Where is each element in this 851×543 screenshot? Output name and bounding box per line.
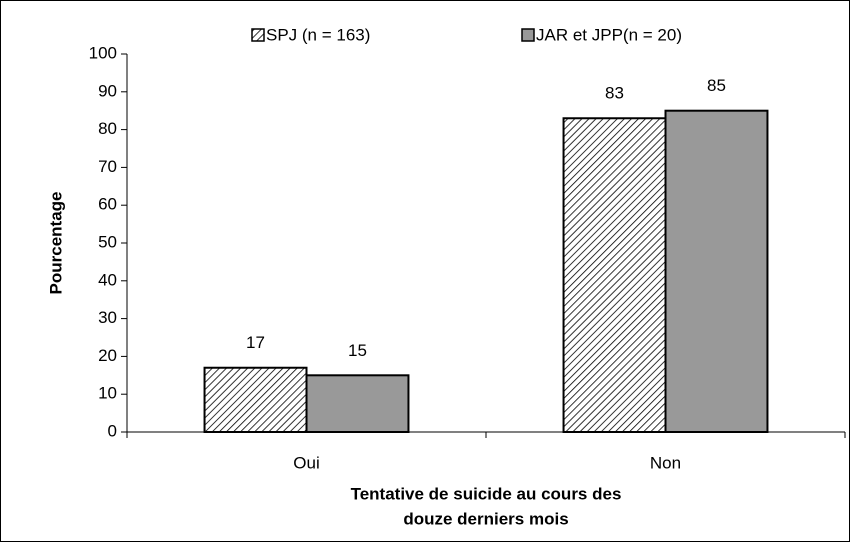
y-tick-label: 80: [98, 119, 117, 138]
legend-swatch: [251, 28, 265, 42]
legend-label: SPJ (n = 163): [266, 25, 370, 44]
y-tick-label: 30: [98, 308, 117, 327]
bar: [203, 366, 308, 433]
y-tick-label: 40: [98, 270, 117, 289]
y-tick-label: 10: [98, 384, 117, 403]
y-tick-label: 20: [98, 346, 117, 365]
legend-swatch: [521, 28, 535, 42]
x-axis-title: Tentative de suicide au cours des: [351, 484, 622, 503]
x-axis-title: douze derniers mois: [403, 509, 568, 528]
bar: [305, 374, 410, 433]
y-tick-label: 70: [98, 157, 117, 176]
y-tick-label: 100: [89, 43, 117, 62]
y-tick-label: 50: [98, 232, 117, 251]
value-label: 15: [348, 341, 367, 360]
x-tick-label: Non: [650, 453, 681, 472]
y-tick-label: 90: [98, 81, 117, 100]
value-label: 83: [605, 84, 624, 103]
bar: [562, 117, 667, 433]
legend-label: JAR et JPP(n = 20): [536, 25, 682, 44]
y-tick-label: 0: [108, 421, 117, 440]
value-label: 85: [707, 76, 726, 95]
bar: [664, 109, 769, 433]
value-label: 17: [246, 333, 265, 352]
x-tick-label: Oui: [293, 453, 319, 472]
y-axis-title: Pourcentage: [46, 192, 65, 295]
y-tick-label: 60: [98, 195, 117, 214]
